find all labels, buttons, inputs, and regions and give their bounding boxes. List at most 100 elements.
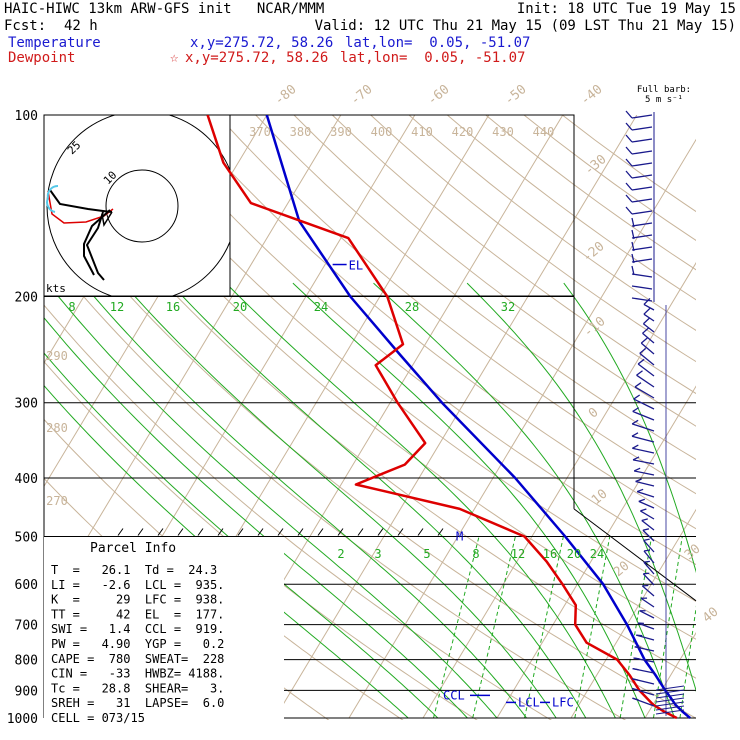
wind-barb-feather <box>634 646 641 649</box>
isotherm-line <box>44 115 342 611</box>
wind-barb-feather <box>632 697 639 701</box>
pressure-tick-label: 800 <box>15 654 38 669</box>
dry-adiabat <box>178 115 696 530</box>
wind-barb-feather <box>643 297 651 305</box>
pressure-tick-label: 300 <box>15 397 38 412</box>
wind-barb-feather <box>631 265 635 276</box>
hodograph-frame <box>43 114 231 297</box>
wind-barb <box>641 519 655 531</box>
isotherm-label: -60 <box>425 82 453 109</box>
wind-barb <box>631 174 653 179</box>
level-hash <box>277 528 284 536</box>
isotherm-label: -50 <box>502 82 530 109</box>
mixing-ratio-line <box>574 536 611 719</box>
wind-barb <box>631 138 653 143</box>
wind-barb <box>643 539 655 553</box>
moist-adiabat <box>44 316 468 719</box>
wind-barb <box>636 374 655 388</box>
level-hash <box>137 528 144 536</box>
pressure-tick-label: 900 <box>15 684 38 699</box>
wind-barb-feather <box>631 253 635 264</box>
theta-label: 440 <box>533 125 555 139</box>
mixing-ratio-label: 24 <box>590 547 604 561</box>
barb-legend-title: Full barb: <box>637 85 691 95</box>
isotherm-label: -20 <box>580 239 608 266</box>
temperature-profile <box>265 115 691 719</box>
theta-label: 380 <box>290 125 312 139</box>
isotherm-label: -40 <box>578 82 606 109</box>
wind-barb <box>643 561 655 575</box>
isotherm-label: 40 <box>700 605 722 627</box>
wind-barb <box>634 386 655 399</box>
parcel-info-row: SREH = 31 LAPSE= 6.0 <box>51 696 224 710</box>
wind-barb-feather <box>633 394 641 400</box>
wind-barb <box>631 198 653 203</box>
isotherm-label: 0 <box>586 405 602 422</box>
wind-barbs <box>625 110 685 716</box>
wind-barb-feather <box>643 307 651 315</box>
wind-barb <box>631 435 655 443</box>
parcel-info-row: CIN = -33 HWBZ= 4188. <box>51 667 224 681</box>
model-title: HAIC-HIWC 13km ARW-GFS init NCAR/MMM <box>4 1 325 17</box>
level-hash <box>177 528 184 536</box>
pressure-tick-label: 600 <box>15 578 38 593</box>
wind-barb <box>631 162 653 167</box>
wind-barb <box>643 303 655 311</box>
isotherm-label: -80 <box>272 82 300 109</box>
wind-barb <box>640 510 655 520</box>
valid-time: Valid: 12 UTC Thu 21 May 15 (09 LST Thu … <box>314 18 736 34</box>
parcel-info-row: CAPE = 780 SWEAT= 228 <box>51 652 224 666</box>
wind-barb-feather <box>625 122 633 131</box>
dewpoint-profile <box>206 115 678 720</box>
wind-barb-feather <box>642 317 650 325</box>
isotherm-line <box>422 262 696 719</box>
mixing-ratio-label: 20 <box>233 300 247 314</box>
moist-adiabat <box>225 282 616 719</box>
parcel-info-row: TT = 42 EL = 177. <box>51 607 224 621</box>
parcel-info-row: PW = 4.90 YGP = 0.2 <box>51 637 224 651</box>
wind-barb <box>643 550 655 564</box>
wind-barb-surface <box>655 705 685 711</box>
wind-barb <box>631 186 653 191</box>
temperature-latlon: lat,lon= 0.05, -51.07 <box>345 35 531 51</box>
wind-barb-feather <box>632 456 640 461</box>
wind-barb <box>631 258 653 263</box>
wind-barb <box>641 585 655 597</box>
mixing-ratio-label: 8 <box>472 547 479 561</box>
mixing-ratio-label: 3 <box>374 547 381 561</box>
wind-barb-feather <box>643 560 650 563</box>
wind-barb-feather <box>631 432 639 437</box>
dry-adiabat <box>44 139 696 679</box>
isotherm-label: -30 <box>582 152 610 179</box>
pressure-tick-label: 200 <box>15 291 38 306</box>
dry-adiabat <box>331 115 696 395</box>
hodograph-ring-inner <box>105 169 179 243</box>
dry-adiabat <box>523 115 696 241</box>
wind-barb <box>632 459 655 465</box>
ccl-label: CCL <box>443 688 465 702</box>
level-hash <box>357 528 364 536</box>
theta-label: 270 <box>46 494 68 508</box>
pressure-tick-label: 500 <box>15 530 38 545</box>
mixing-ratio-label: 16 <box>543 547 557 561</box>
mixing-ratio-line <box>702 536 727 718</box>
wind-barb <box>639 610 655 619</box>
wind-barb-feather <box>641 518 648 522</box>
temperature-legend: Temperature <box>8 35 101 51</box>
hodograph-units: kts <box>46 282 66 295</box>
moist-adiabat <box>466 282 696 693</box>
wind-barb-surface <box>655 697 685 703</box>
wind-barb-feather <box>635 478 642 483</box>
melting-level-label: M <box>456 529 463 543</box>
theta-label: 410 <box>411 125 433 139</box>
mixing-ratio-label: 20 <box>567 547 581 561</box>
wind-barb-feather <box>631 687 639 691</box>
dry-adiabat <box>370 115 696 363</box>
parcel-info-row: K = 29 LFC = 938. <box>51 593 224 607</box>
wind-barb-feather <box>642 327 649 334</box>
moist-adiabat <box>373 282 676 719</box>
dry-adiabat <box>216 115 696 495</box>
mixing-ratio-line <box>524 536 564 719</box>
level-hash <box>437 528 444 536</box>
mixing-ratio-label: 32 <box>501 300 515 314</box>
